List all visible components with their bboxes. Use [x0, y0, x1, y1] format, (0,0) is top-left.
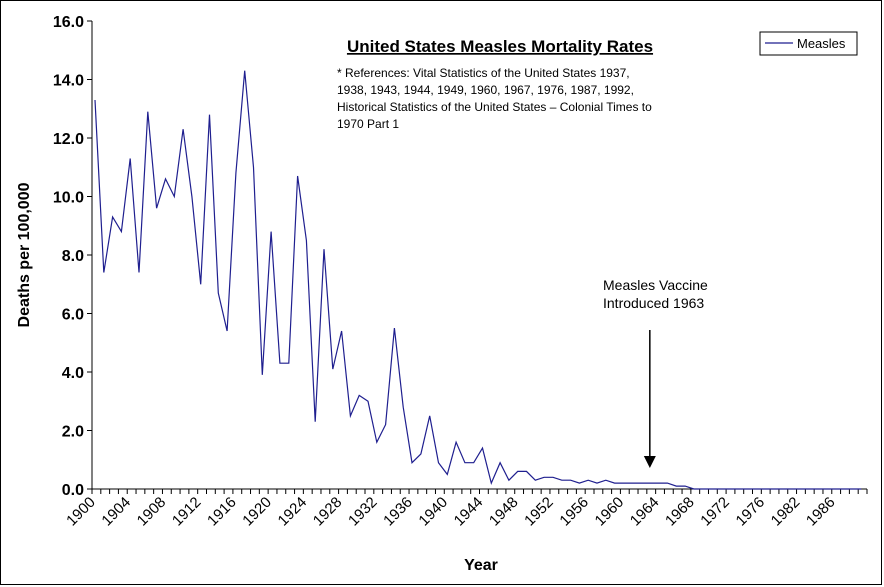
- x-tick-label: 1948: [486, 494, 522, 530]
- x-tick-label: 1976: [733, 494, 769, 530]
- y-axis-title: Deaths per 100,000: [16, 182, 33, 327]
- y-tick-label: 8.0: [62, 248, 84, 265]
- x-tick-label: 1986: [803, 494, 839, 530]
- vaccine-arrow: [643, 330, 656, 468]
- y-tick-label: 4.0: [62, 365, 84, 382]
- x-tick-label: 1944: [451, 494, 487, 530]
- vaccine-annotation-line-1: Measles Vaccine: [603, 277, 708, 293]
- x-tick-label: 1924: [275, 494, 311, 530]
- references-line-4: 1970 Part 1: [337, 117, 399, 131]
- x-tick-label: 1982: [768, 494, 804, 530]
- x-tick-label: 1908: [134, 494, 170, 530]
- references-line-1: * References: Vital Statistics of the Un…: [337, 66, 630, 80]
- series-line-measles: [94, 70, 862, 490]
- x-axis-title: Year: [464, 557, 498, 574]
- series-layer: [94, 70, 862, 490]
- references-line-3: Historical Statistics of the United Stat…: [337, 100, 652, 114]
- legend-box: [759, 31, 858, 56]
- x-axis-ticks: 1900 1904 1908 1912 1916 1920 1924 1928 1932 1936…: [63, 489, 868, 530]
- x-tick-label: 1912: [169, 494, 205, 530]
- y-tick-label: 14.0: [53, 73, 84, 90]
- x-tick-label: 1920: [239, 494, 275, 530]
- x-tick-label: 1936: [380, 494, 416, 530]
- y-tick-label: 12.0: [53, 131, 84, 148]
- y-tick-label: 0.0: [62, 482, 84, 499]
- legend-label-measles: Measles: [797, 36, 846, 51]
- y-tick-label: 16.0: [53, 14, 84, 31]
- y-axis-ticks: 0.0 2.0 4.0 6.0 8.0 10.0 12.0 14.0 16.0: [53, 14, 92, 499]
- vaccine-annotation-line-2: Introduced 1963: [603, 295, 704, 311]
- x-tick-label: 1904: [98, 494, 134, 530]
- x-tick-label: 1972: [697, 494, 733, 530]
- chart-title: United States Measles Mortality Rates: [347, 37, 653, 56]
- x-tick-label: 1964: [627, 494, 663, 530]
- x-tick-label: 1952: [521, 494, 557, 530]
- y-tick-label: 10.0: [53, 190, 84, 207]
- y-tick-label: 2.0: [62, 424, 84, 441]
- x-tick-label: 1916: [204, 494, 240, 530]
- x-tick-label: 1900: [63, 494, 99, 530]
- x-tick-label: 1928: [310, 494, 346, 530]
- references-line-2: 1938, 1943, 1944, 1949, 1960, 1967, 1976…: [337, 83, 634, 97]
- x-tick-label: 1932: [345, 494, 381, 530]
- arrow-head: [643, 456, 656, 468]
- x-tick-label: 1968: [662, 494, 698, 530]
- legend: Measles: [759, 31, 858, 56]
- y-tick-label: 6.0: [62, 307, 84, 324]
- x-tick-label: 1956: [556, 494, 592, 530]
- x-tick-label: 1960: [592, 494, 628, 530]
- x-tick-label: 1940: [415, 494, 451, 530]
